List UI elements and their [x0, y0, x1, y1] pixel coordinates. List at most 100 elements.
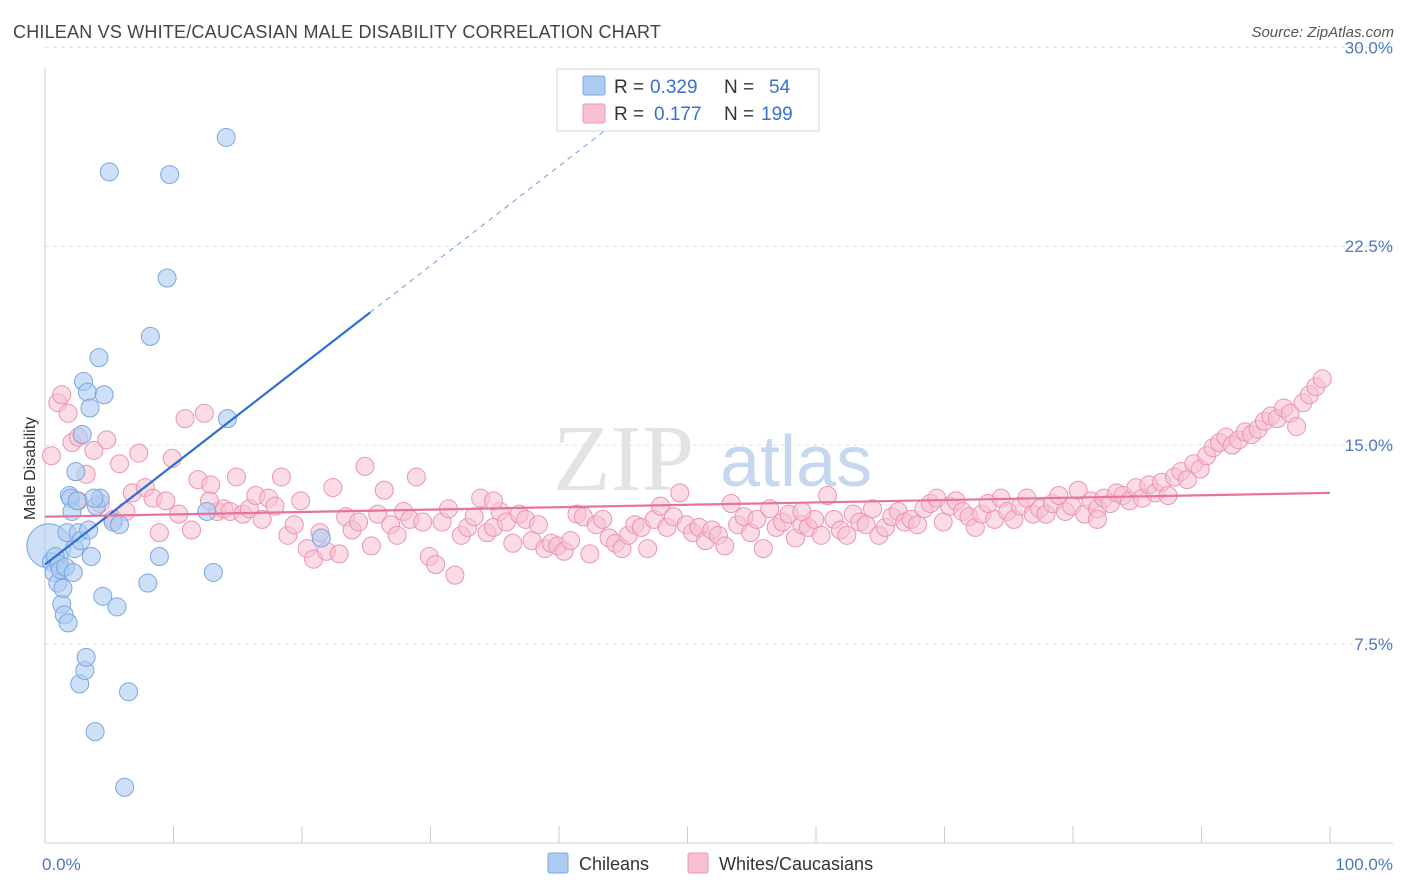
white-point	[753, 539, 773, 559]
white-point	[811, 525, 831, 545]
legend-chileans-swatch	[582, 75, 606, 96]
white-point	[818, 486, 838, 506]
legend-whites-swatch	[582, 103, 606, 124]
white-point	[265, 496, 285, 516]
chilean-point	[94, 385, 114, 405]
white-point	[361, 536, 381, 556]
white-point	[110, 454, 130, 474]
chilean-point	[58, 613, 78, 633]
chilean-point	[67, 491, 87, 511]
chilean-point	[93, 586, 113, 606]
bottom-legend-chileans: Chileans	[579, 854, 649, 874]
chilean-point	[119, 682, 139, 702]
chilean-point	[72, 425, 92, 445]
white-point	[284, 515, 304, 535]
white-point	[715, 536, 735, 556]
chilean-point	[107, 597, 127, 617]
white-point	[1087, 509, 1107, 529]
white-point	[52, 385, 72, 405]
bottom-legend-whites-swatch	[687, 852, 709, 874]
white-point	[413, 512, 433, 532]
white-point	[426, 554, 446, 574]
chilean-point	[80, 398, 100, 418]
white-point	[1287, 417, 1307, 437]
watermark-atlas: atlas	[720, 422, 872, 502]
y-tick-label: 30.0%	[1345, 38, 1393, 57]
chilean-point	[216, 127, 236, 147]
x-tick-label: 0.0%	[42, 855, 81, 874]
chileans-trend-line	[44, 311, 371, 566]
y-tick-label: 22.5%	[1345, 237, 1393, 256]
white-point	[84, 440, 104, 460]
white-point	[837, 525, 857, 545]
chilean-point	[53, 578, 73, 598]
y-tick-label: 15.0%	[1345, 436, 1393, 455]
white-point	[329, 544, 349, 564]
chilean-point	[197, 501, 217, 521]
white-point	[528, 515, 548, 535]
chilean-point	[89, 348, 109, 368]
white-point	[201, 475, 221, 495]
chilean-point	[203, 562, 223, 582]
x-tick-label: 100.0%	[1335, 855, 1393, 874]
legend-r-value: 0.177	[654, 104, 702, 125]
white-point	[863, 499, 883, 519]
white-point	[355, 456, 375, 476]
white-point	[156, 491, 176, 511]
white-point	[175, 409, 195, 429]
chilean-point	[99, 162, 119, 182]
white-point	[908, 515, 928, 535]
chilean-point	[115, 777, 135, 797]
legend-n-value: 199	[761, 104, 793, 125]
white-point	[593, 509, 613, 529]
chart-title: CHILEAN VS WHITE/CAUCASIAN MALE DISABILI…	[13, 22, 662, 42]
white-point	[483, 491, 503, 511]
white-point	[792, 501, 812, 521]
legend-box: R = 0.329 N = 54 R = 0.177 N = 199	[556, 68, 820, 132]
white-point	[387, 525, 407, 545]
white-point	[271, 467, 291, 487]
chilean-point	[63, 562, 83, 582]
white-point	[561, 531, 581, 551]
y-axis-title: Male Disability	[22, 417, 39, 520]
chilean-point	[140, 326, 160, 346]
chilean-point	[85, 722, 105, 742]
white-point	[129, 443, 149, 463]
chilean-point	[66, 462, 86, 482]
white-point	[58, 403, 78, 423]
white-point	[374, 480, 394, 500]
white-point	[226, 467, 246, 487]
tick-labels: 7.5% 15.0% 22.5% 30.0% 0.0% 100.0%	[42, 38, 1393, 874]
chilean-point	[149, 547, 169, 567]
white-point	[747, 509, 767, 529]
white-point	[97, 430, 117, 450]
white-point	[638, 539, 658, 559]
white-point	[503, 533, 523, 553]
chilean-point	[311, 528, 331, 548]
white-point	[933, 512, 953, 532]
gridlines	[45, 46, 1393, 645]
white-point	[349, 512, 369, 532]
white-point	[464, 507, 484, 527]
chilean-point	[160, 165, 180, 185]
legend-r-label: R =	[614, 77, 644, 98]
trend-lines	[44, 86, 1331, 566]
chilean-point	[76, 647, 96, 667]
white-point	[194, 403, 214, 423]
white-point	[149, 523, 169, 543]
white-point	[670, 483, 690, 503]
chilean-point	[217, 409, 237, 429]
chilean-point	[84, 488, 104, 508]
legend-n-label: N =	[724, 77, 754, 98]
bottom-legend: Chileans Whites/Caucasians	[547, 852, 873, 874]
chilean-point	[77, 382, 97, 402]
white-point	[1312, 369, 1332, 389]
whites-series	[41, 369, 1332, 585]
chileans-series	[26, 127, 331, 797]
legend-n-label: N =	[724, 104, 754, 125]
chilean-point	[157, 268, 177, 288]
white-point	[252, 509, 272, 529]
whites-trend-line	[44, 491, 1331, 518]
white-point	[323, 478, 343, 498]
white-point	[181, 520, 201, 540]
